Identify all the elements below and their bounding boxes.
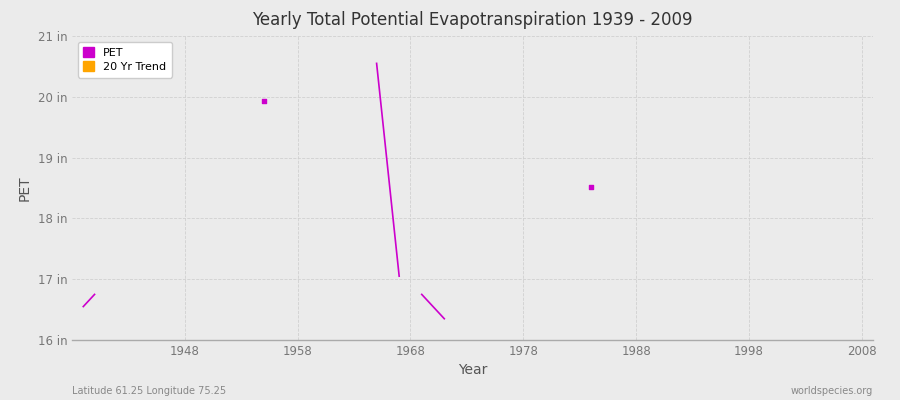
Legend: PET, 20 Yr Trend: PET, 20 Yr Trend — [77, 42, 172, 78]
X-axis label: Year: Year — [458, 364, 487, 378]
Y-axis label: PET: PET — [18, 175, 32, 201]
Point — [256, 98, 271, 104]
Point — [584, 184, 598, 190]
Text: Latitude 61.25 Longitude 75.25: Latitude 61.25 Longitude 75.25 — [72, 386, 226, 396]
Title: Yearly Total Potential Evapotranspiration 1939 - 2009: Yearly Total Potential Evapotranspiratio… — [252, 11, 693, 29]
Text: worldspecies.org: worldspecies.org — [791, 386, 873, 396]
